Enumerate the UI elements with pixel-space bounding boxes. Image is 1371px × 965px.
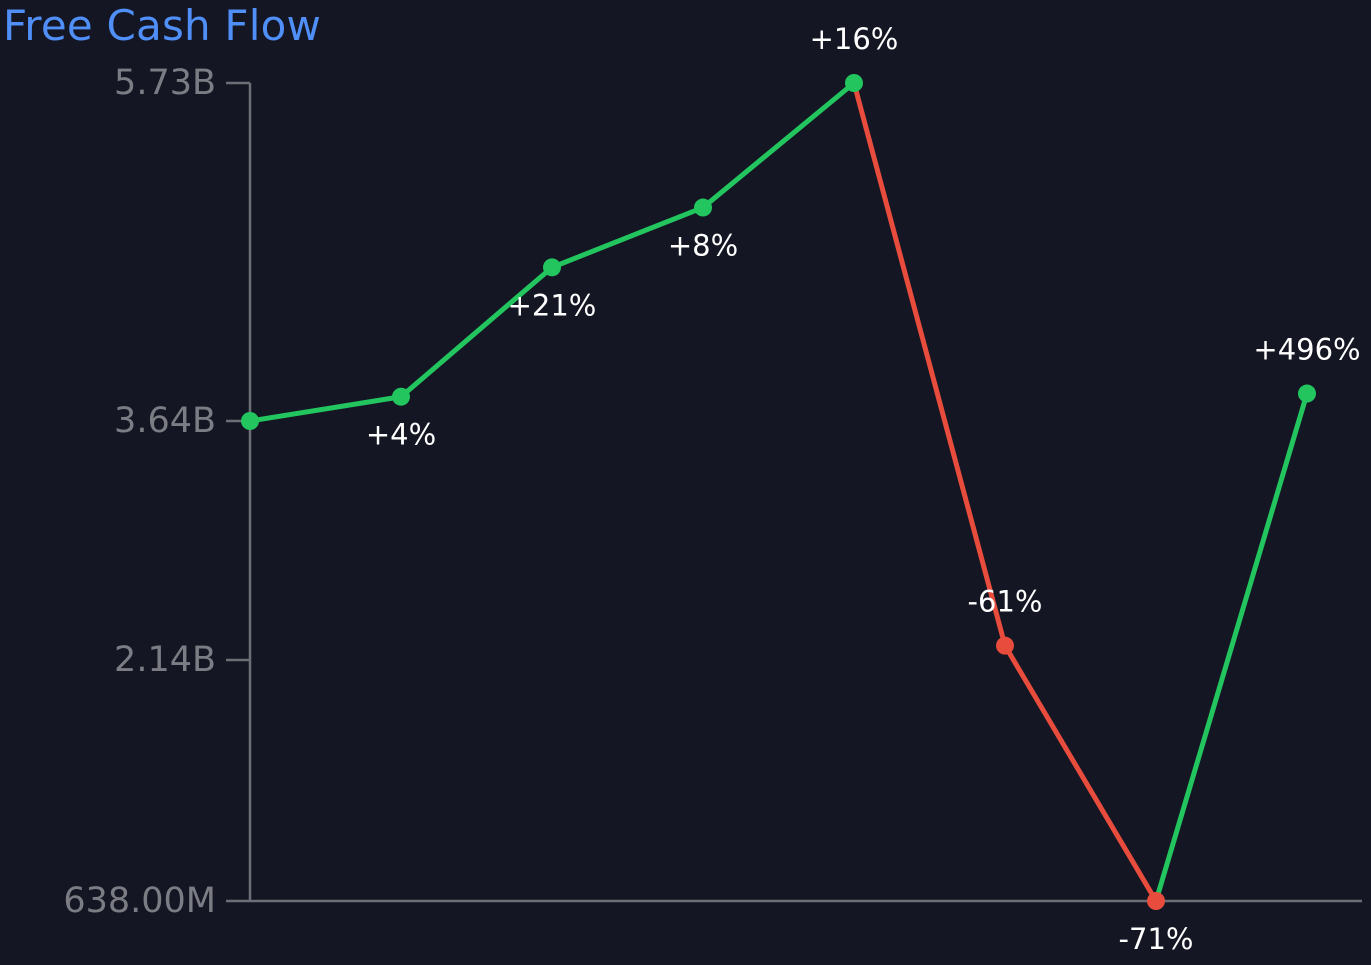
data-point[interactable] (543, 258, 561, 277)
line-segment (851, 80, 1008, 649)
axes: 638.00M 2.14B 3.64B 5.73B (63, 63, 1362, 921)
chart-title: Free Cash Flow (3, 1, 322, 50)
y-tick-label: 638.00M (63, 881, 216, 921)
data-point[interactable] (694, 198, 712, 217)
data-points (241, 74, 1316, 910)
data-point[interactable] (1147, 892, 1165, 910)
line-segments (247, 80, 1310, 904)
line-segment (1002, 643, 1159, 904)
line-segment (549, 205, 706, 270)
change-label: +21% (508, 288, 597, 322)
line-segment (1153, 391, 1310, 904)
data-point[interactable] (392, 387, 410, 406)
change-label: -71% (1119, 922, 1194, 956)
data-point[interactable] (845, 74, 863, 92)
line-segment (700, 80, 857, 211)
change-label: +496% (1253, 333, 1360, 367)
line-segment (398, 264, 555, 400)
data-labels: +4% +21% +8% +16% -61% -71% +496% (366, 22, 1361, 956)
change-label: +8% (668, 229, 738, 263)
data-point[interactable] (996, 636, 1014, 655)
change-label: +16% (810, 22, 899, 56)
line-segment (247, 394, 404, 424)
data-point[interactable] (1298, 384, 1316, 403)
change-label: +4% (366, 418, 436, 452)
change-label: -61% (968, 585, 1043, 619)
y-tick-label: 3.64B (114, 401, 216, 441)
y-tick-label: 5.73B (114, 63, 216, 103)
y-tick-label: 2.14B (114, 640, 216, 680)
data-point[interactable] (241, 412, 259, 430)
